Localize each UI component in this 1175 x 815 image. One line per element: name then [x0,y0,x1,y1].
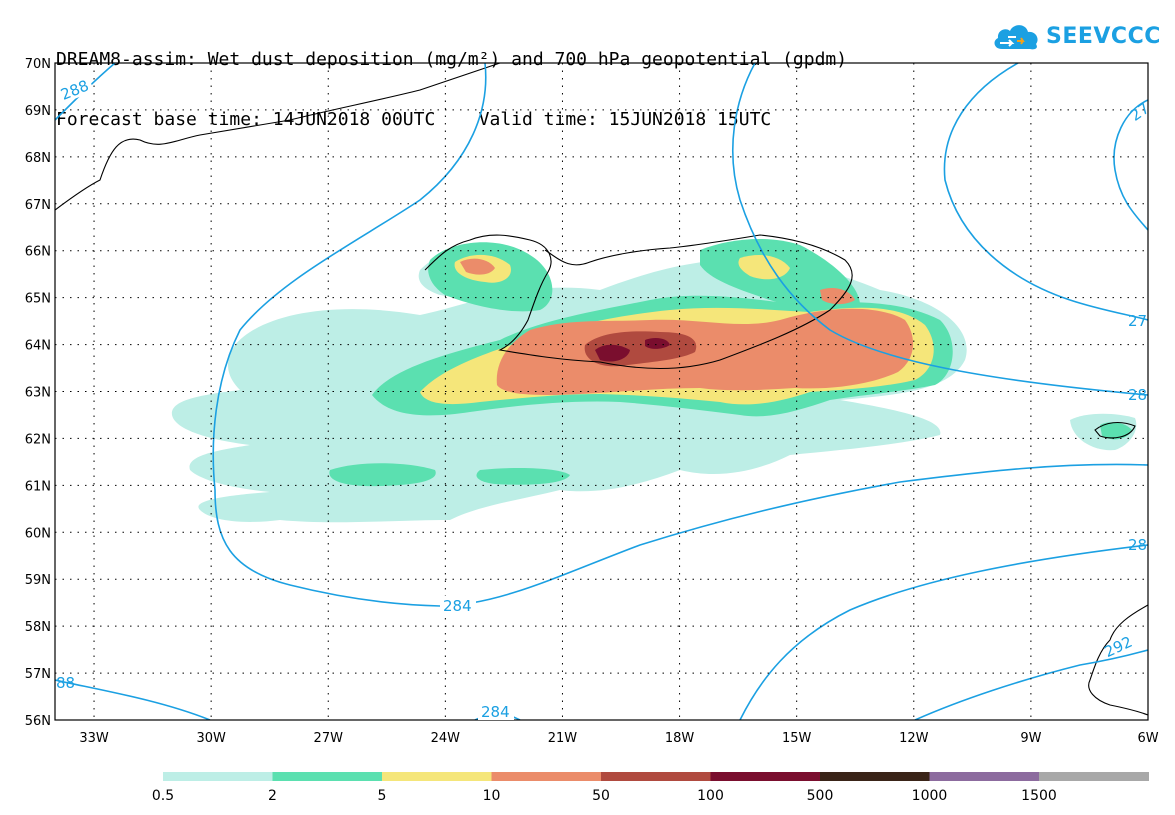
lon-label-6W: 6W [1137,731,1158,746]
lat-label-70N: 70N [25,57,51,72]
lat-label-62N: 62N [25,432,51,447]
faroe-coast [1094,421,1136,439]
contour-284-south [55,679,211,720]
geopotential-contours [55,63,1148,720]
legend-label: 0.5 [152,788,174,804]
contour-southeast-2 [914,649,1148,720]
legend-label: 500 [807,788,834,804]
cloud-icon [994,25,1038,50]
contour-label-284-bottom: 284 [481,703,510,721]
lat-label-57N: 57N [25,667,51,682]
legend-swatch [382,772,492,781]
legend-swatch [601,772,711,781]
legend-label: 100 [697,788,724,804]
deposition-band-2b [476,467,570,485]
lat-label-64N: 64N [25,339,51,354]
contour-label-27-north: 27 [1127,99,1153,125]
deposition-nw-10 [460,258,495,275]
contour-label-284-mid: 284 [443,597,472,615]
lon-label-33W: 33W [79,731,109,746]
legend-swatch [1039,772,1149,781]
lat-label-56N: 56N [25,714,51,729]
legend-label: 5 [378,788,387,804]
deposition-field [171,238,1137,523]
lon-label-12W: 12W [899,731,929,746]
lon-label-24W: 24W [431,731,461,746]
deposition-layer-100 [595,344,630,362]
map-frame [54,62,1149,721]
logo-text: SEEVCCC [1046,23,1161,49]
contour-east-3 [1113,99,1148,231]
deposition-ne-5 [738,255,790,280]
lat-label-60N: 60N [25,526,51,541]
deposition-layer-100b [645,337,670,349]
contour-southeast-1 [739,544,1148,720]
longitude-labels: 33W 30W 27W 24W 21W 18W 15W 12W 9W 6W [79,731,1158,746]
contour-label-88: 88 [56,674,75,692]
iceland-coast [424,234,853,370]
legend-label: 2 [268,788,277,804]
legend-swatch [710,772,821,781]
lat-label-69N: 69N [25,104,51,119]
legend-swatch [820,772,930,781]
legend-swatch [163,772,273,781]
lat-label-67N: 67N [25,198,51,213]
lon-label-15W: 15W [782,731,812,746]
greenland-coast [55,63,501,211]
legend-swatch [491,772,602,781]
lat-label-59N: 59N [25,573,51,588]
legend-label: 10 [483,788,501,804]
scotland-coast [1088,604,1148,716]
deposition-east-2 [1100,422,1132,440]
legend-label: 1500 [1021,788,1057,804]
lon-label-21W: 21W [548,731,578,746]
lon-label-18W: 18W [665,731,695,746]
contour-west [212,63,1148,607]
contour-east-2 [943,63,1148,321]
lat-label-63N: 63N [25,386,51,401]
lon-label-9W: 9W [1020,731,1041,746]
deposition-band-2 [329,463,436,487]
contour-labels: 288 284 284 27 27 28 28 292 88 [55,74,1153,721]
contour-label-27-mid: 27 [1128,312,1147,330]
lat-label-68N: 68N [25,151,51,166]
title-line-2: Forecast base time: 14JUN2018 00UTC Vali… [56,109,772,130]
legend-label: 50 [592,788,610,804]
color-legend: 0.5 2 5 10 50 100 500 1000 1500 [152,772,1149,804]
contour-east-1 [732,63,1148,396]
deposition-layer-10 [496,308,914,396]
lat-label-65N: 65N [25,292,51,307]
lat-label-58N: 58N [25,620,51,635]
contour-label-28-east: 28 [1128,386,1147,404]
latitude-labels: 56N 57N 58N 59N 60N 61N 62N 63N 64N 65N 66N 67N 68N 6… [25,57,51,729]
seevccc-logo: SEEVCCC [990,17,1161,55]
lon-label-30W: 30W [196,731,226,746]
coastlines [55,63,1148,716]
lon-label-27W: 27W [314,731,344,746]
lat-label-66N: 66N [25,245,51,260]
legend-swatch [272,772,383,781]
lat-label-61N: 61N [25,479,51,494]
legend-swatch [929,772,1040,781]
legend-label: 1000 [912,788,948,804]
contour-label-28-southeast: 28 [1128,536,1147,554]
